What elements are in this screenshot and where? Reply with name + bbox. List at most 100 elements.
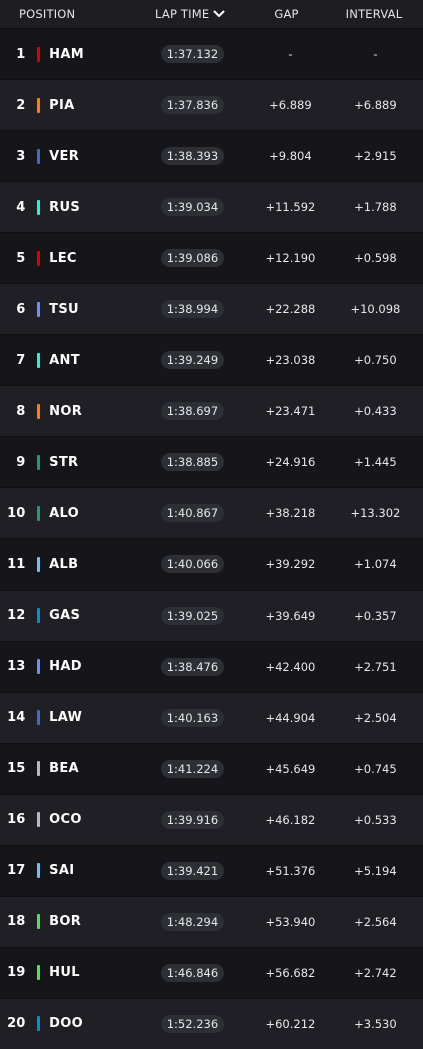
gap-value: +56.682 (265, 965, 316, 980)
lap-time-badge: 1:38.697 (160, 402, 225, 421)
interval-value: +3.530 (354, 1016, 397, 1031)
interval-value: +2.564 (354, 914, 397, 929)
table-row[interactable]: 3 VER 1:38.393 +9.804 +2.915 (0, 130, 423, 182)
table-row[interactable]: 17 SAI 1:39.421 +51.376 +5.194 (0, 844, 423, 896)
position-number: 10 (7, 505, 26, 521)
lap-time-badge: 1:40.867 (160, 504, 225, 523)
table-row[interactable]: 19 HUL 1:46.846 +56.682 +2.742 (0, 946, 423, 998)
lap-time-cell: 1:38.697 (160, 402, 253, 421)
driver-code: OCO (49, 812, 82, 828)
table-row[interactable]: 2 PIA 1:37.836 +6.889 +6.889 (0, 79, 423, 131)
table-row[interactable]: 9 STR 1:38.885 +24.916 +1.445 (0, 436, 423, 488)
driver-code: LAW (49, 710, 83, 726)
driver-code: BOR (49, 914, 82, 930)
lap-time-badge: 1:38.393 (160, 147, 225, 166)
position-number: 9 (16, 454, 26, 470)
position-number: 17 (7, 863, 26, 879)
team-color-bar (37, 761, 41, 777)
interval-value: +1.788 (354, 200, 397, 215)
table-row[interactable]: 16 OCO 1:39.916 +46.182 +0.533 (0, 793, 423, 845)
driver-code: PIA (49, 97, 75, 113)
interval-value: +0.533 (354, 812, 397, 827)
interval-value: +13.302 (350, 506, 401, 521)
gap-value: - (288, 47, 293, 62)
team-color-bar (37, 403, 41, 419)
table-row[interactable]: 4 RUS 1:39.034 +11.592 +1.788 (0, 181, 423, 233)
table-row[interactable]: 5 LEC 1:39.086 +12.190 +0.598 (0, 232, 423, 284)
table-row[interactable]: 20 DOO 1:52.236 +60.212 +3.530 (0, 997, 423, 1049)
lap-time-badge: 1:38.994 (160, 300, 225, 319)
position-number: 11 (7, 556, 26, 572)
lap-time-badge: 1:41.224 (160, 759, 225, 778)
driver-code: HAD (49, 659, 82, 675)
lap-time-badge: 1:37.836 (160, 96, 225, 115)
position-number: 7 (16, 352, 26, 368)
driver-code: SAI (49, 863, 75, 879)
gap-value: +38.218 (265, 506, 316, 521)
table-row[interactable]: 14 LAW 1:40.163 +44.904 +2.504 (0, 691, 423, 743)
interval-value: +1.074 (354, 557, 397, 572)
table-row[interactable]: 1 HAM 1:37.132 - - (0, 28, 423, 80)
team-color-bar (37, 965, 41, 981)
lap-time-cell: 1:39.034 (160, 198, 253, 217)
team-color-bar (37, 863, 41, 879)
interval-value: +6.889 (354, 98, 397, 113)
table-row[interactable]: 6 TSU 1:38.994 +22.288 +10.098 (0, 283, 423, 335)
interval-column-header[interactable]: INTERVAL (345, 7, 403, 21)
lap-time-badge: 1:38.885 (160, 453, 225, 472)
table-row[interactable]: 8 NOR 1:38.697 +23.471 +0.433 (0, 385, 423, 437)
gap-value: +51.376 (265, 863, 316, 878)
gap-column-header[interactable]: GAP (274, 7, 299, 21)
position-number: 6 (16, 301, 26, 317)
lap-time-badge: 1:48.294 (160, 912, 225, 931)
position-number: 13 (7, 659, 26, 675)
chevron-down-icon[interactable] (213, 10, 225, 18)
lap-time-cell: 1:48.294 (160, 912, 253, 931)
interval-value: +2.915 (354, 149, 397, 164)
position-number: 19 (7, 965, 26, 981)
table-row[interactable]: 18 BOR 1:48.294 +53.940 +2.564 (0, 895, 423, 947)
interval-value: +5.194 (354, 863, 397, 878)
lap-time-badge: 1:40.066 (160, 555, 225, 574)
lap-time-badge: 1:37.132 (160, 45, 225, 64)
driver-code: DOO (49, 1016, 83, 1032)
driver-code: GAS (49, 608, 81, 624)
lap-time-cell: 1:39.025 (160, 606, 253, 625)
table-row[interactable]: 10 ALO 1:40.867 +38.218 +13.302 (0, 487, 423, 539)
team-color-bar (37, 454, 41, 470)
gap-value: +12.190 (265, 251, 316, 266)
lap-time-column-header[interactable]: LAP TIME (155, 7, 248, 21)
lap-time-cell: 1:38.393 (160, 147, 253, 166)
table-row[interactable]: 11 ALB 1:40.066 +39.292 +1.074 (0, 538, 423, 590)
position-number: 20 (7, 1016, 26, 1032)
position-number: 8 (16, 403, 26, 419)
interval-value: +0.357 (354, 608, 397, 623)
position-column-header[interactable]: POSITION (19, 7, 76, 21)
lap-time-cell: 1:37.836 (160, 96, 253, 115)
team-color-bar (37, 659, 41, 675)
driver-code: HUL (49, 965, 80, 981)
lap-time-badge: 1:39.249 (160, 351, 225, 370)
team-color-bar (37, 148, 41, 164)
table-row[interactable]: 15 BEA 1:41.224 +45.649 +0.745 (0, 742, 423, 794)
gap-value: +39.649 (265, 608, 316, 623)
driver-code: HAM (49, 46, 84, 62)
lap-time-cell: 1:40.066 (160, 555, 253, 574)
team-color-bar (37, 710, 41, 726)
driver-code: ALO (49, 505, 80, 521)
lap-time-badge: 1:39.916 (160, 810, 225, 829)
driver-code: NOR (49, 403, 83, 419)
table-row[interactable]: 12 GAS 1:39.025 +39.649 +0.357 (0, 589, 423, 641)
gap-value: +39.292 (265, 557, 316, 572)
lap-time-cell: 1:52.236 (160, 1014, 253, 1033)
standings-table: 1 HAM 1:37.132 - - 2 PIA 1:37.836 +6.889 +6.889 3 V… (0, 28, 423, 1049)
position-number: 12 (7, 608, 26, 624)
team-color-bar (37, 301, 41, 317)
team-color-bar (37, 352, 41, 368)
interval-value: +0.750 (354, 353, 397, 368)
table-row[interactable]: 7 ANT 1:39.249 +23.038 +0.750 (0, 334, 423, 386)
lap-time-cell: 1:38.885 (160, 453, 253, 472)
table-row[interactable]: 13 HAD 1:38.476 +42.400 +2.751 (0, 640, 423, 692)
driver-code: VER (49, 148, 80, 164)
lap-time-badge: 1:39.025 (160, 606, 225, 625)
